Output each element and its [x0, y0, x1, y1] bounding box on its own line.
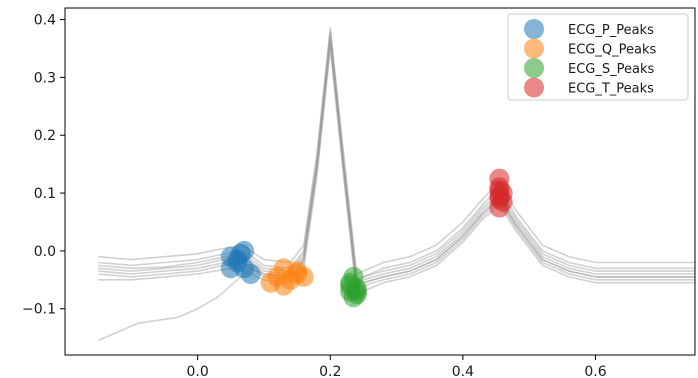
ecg-s-peaks-point-8 [346, 281, 367, 302]
peak-markers [220, 168, 513, 308]
x-tick-label: 0.6 [584, 364, 606, 378]
legend-marker-ecg-q-peaks [524, 38, 544, 59]
y-tick-label: 0.3 [34, 70, 56, 86]
legend-label-ecg-p-peaks: ECG_P_Peaks [568, 23, 654, 38]
ecg-t-peaks-point-8 [489, 177, 510, 198]
y-axis-ticks: −0.1 0.0 0.1 0.2 0.3 0.4 [22, 13, 65, 318]
legend-label-ecg-s-peaks: ECG_S_Peaks [568, 62, 654, 77]
x-axis-ticks: 0.0 0.2 0.4 0.6 [186, 355, 607, 378]
ecg-p-peaks-point-8 [230, 243, 251, 264]
ecg-q-peaks-point-8 [273, 275, 294, 296]
y-tick-label: 0.1 [34, 186, 56, 202]
legend: ECG_P_Peaks ECG_Q_Peaks ECG_S_Peaks ECG_T_P… [507, 13, 689, 101]
y-tick-label: 0.4 [34, 13, 56, 29]
legend-marker-ecg-s-peaks [524, 58, 544, 78]
legend-box [507, 13, 689, 101]
ecg-q-peaks-point-7 [287, 264, 308, 284]
legend-marker-ecg-p-peaks [524, 19, 544, 39]
legend-marker-ecg-t-peaks [524, 77, 544, 98]
x-tick-label: 0.2 [319, 364, 341, 378]
legend-label-ecg-t-peaks: ECG_T_Peaks [568, 82, 654, 97]
y-tick-label: −0.1 [22, 302, 56, 318]
x-tick-label: 0.4 [452, 364, 474, 378]
x-tick-label: 0.0 [186, 364, 208, 378]
y-tick-label: 0.0 [34, 244, 56, 260]
ecg-trace-8 [97, 41, 695, 342]
plot-frame [64, 7, 696, 356]
legend-label-ecg-q-peaks: ECG_Q_Peaks [568, 43, 656, 58]
y-tick-label: 0.2 [34, 128, 56, 144]
